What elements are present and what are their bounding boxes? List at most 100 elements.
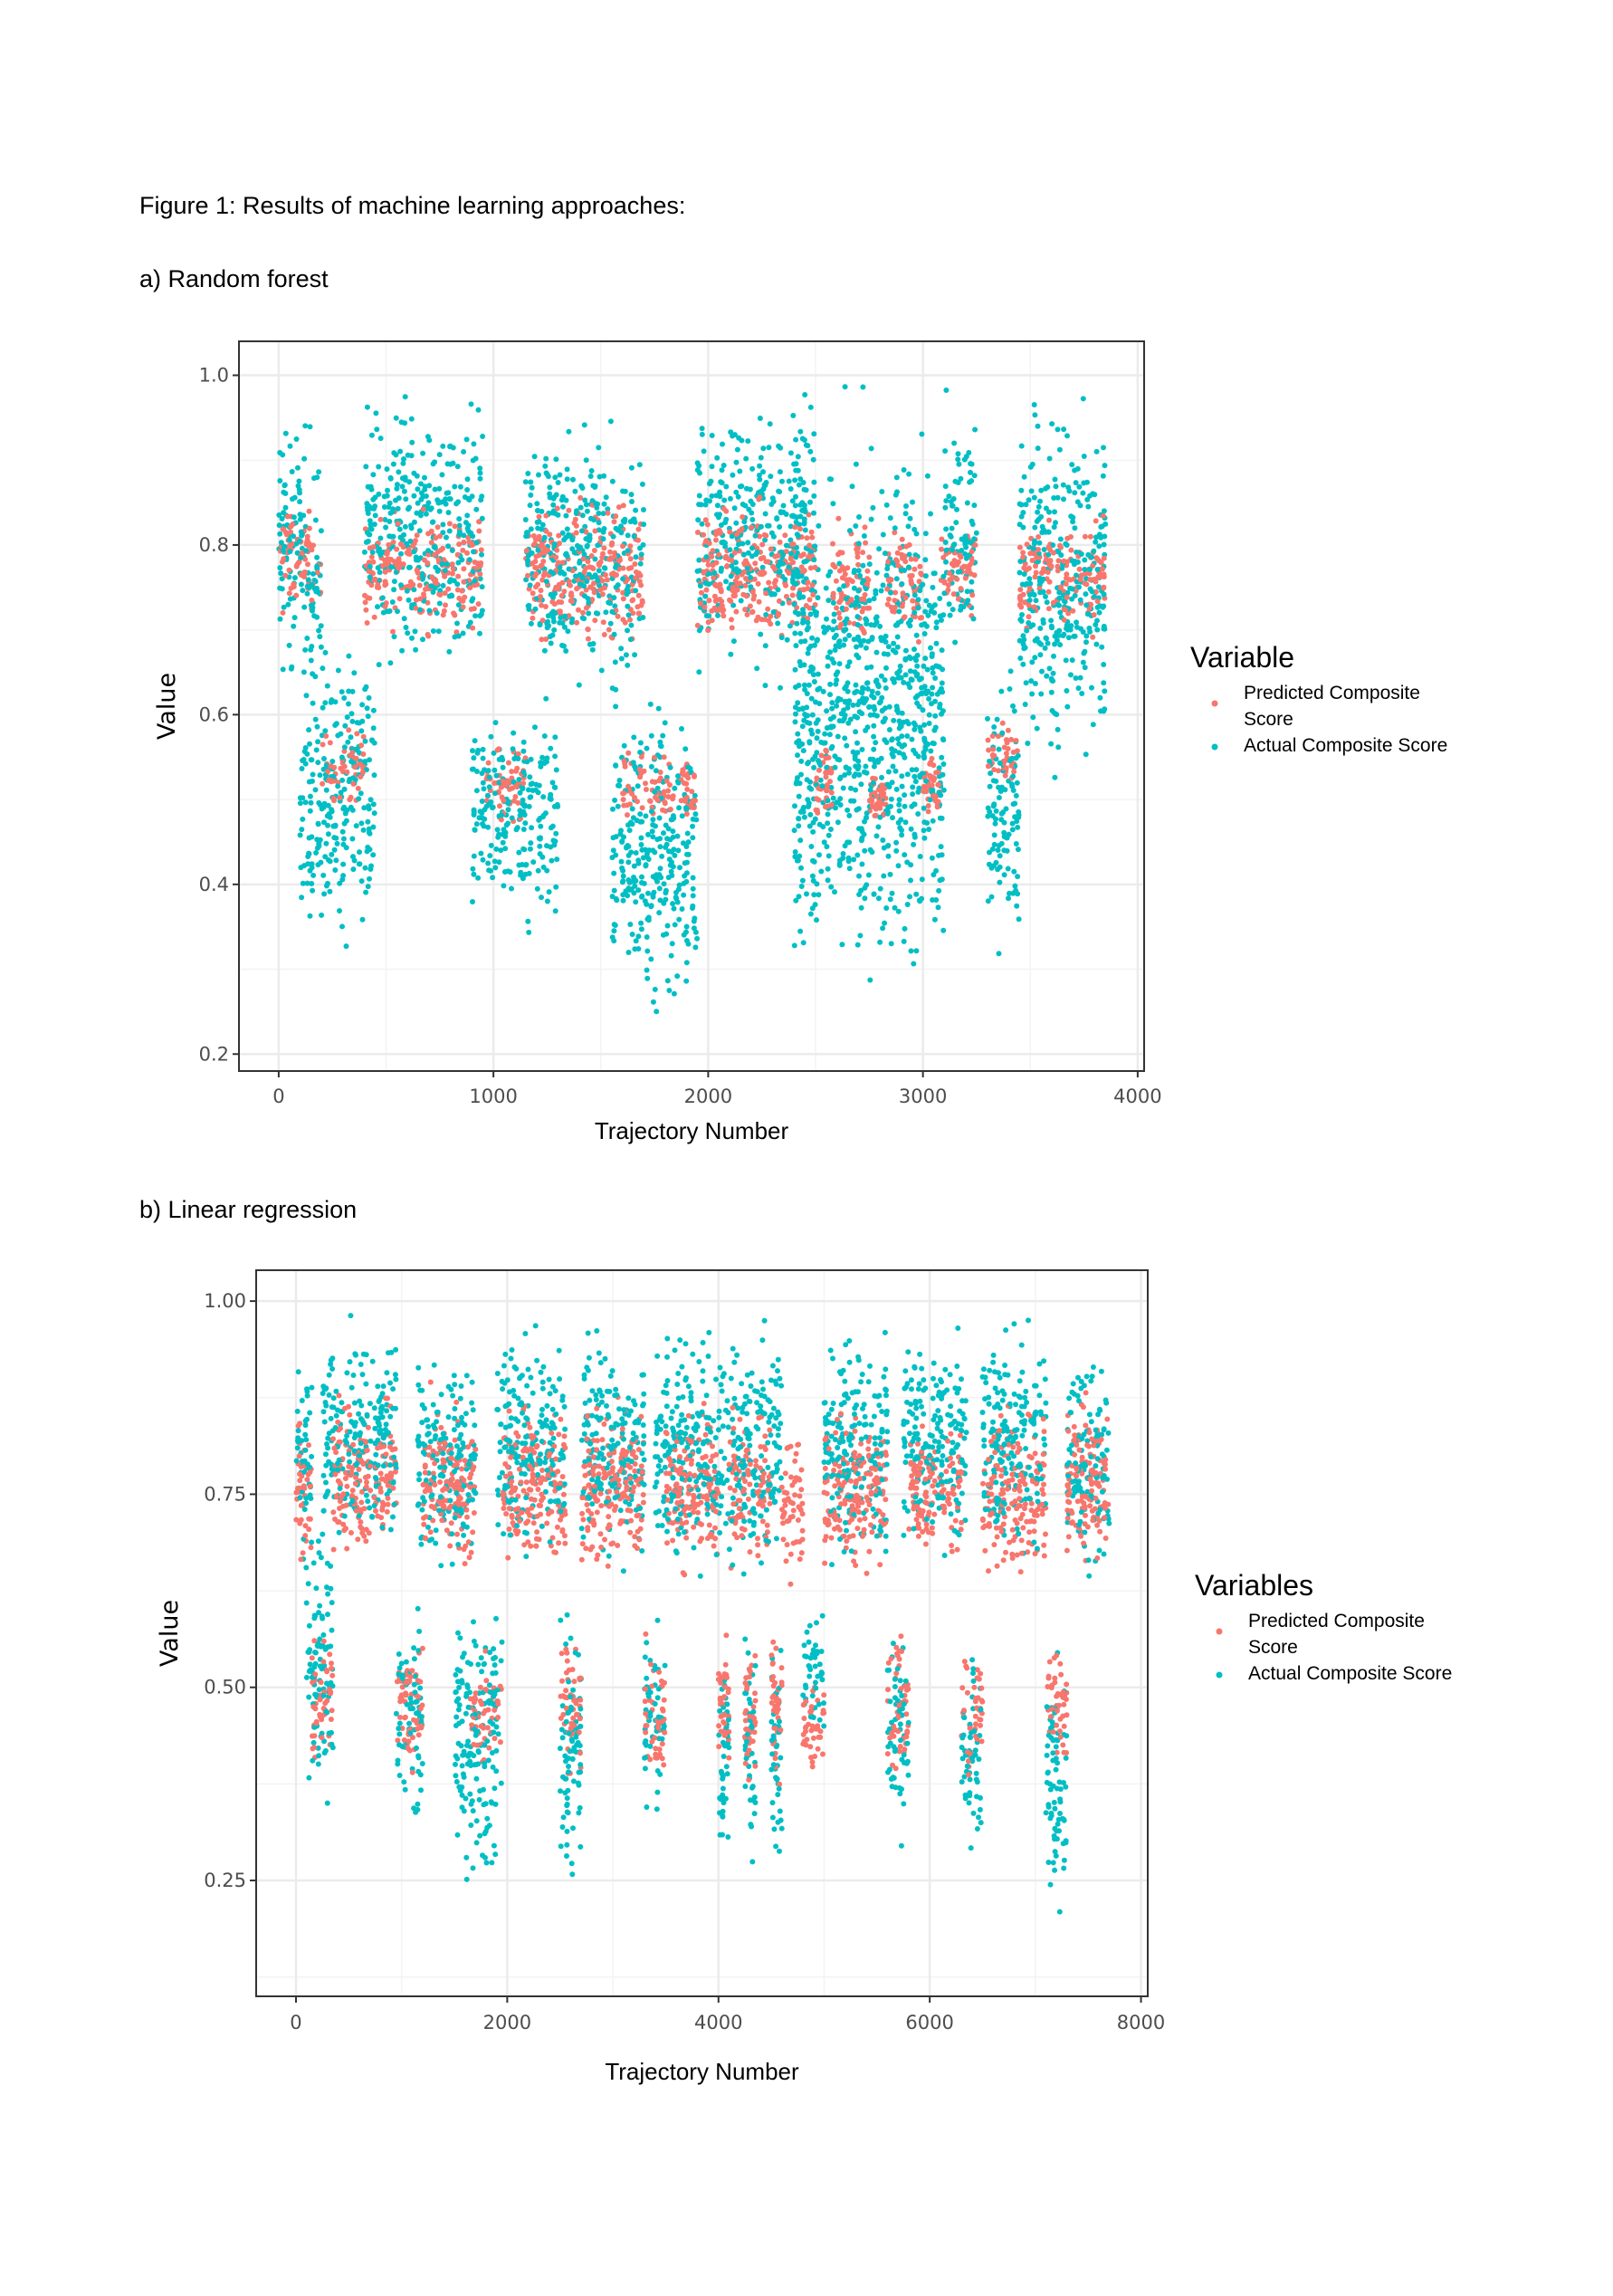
actual-point — [939, 815, 945, 821]
predicted-point — [375, 581, 381, 588]
actual-point — [592, 556, 598, 562]
actual-point — [435, 628, 442, 635]
actual-point — [1014, 814, 1020, 820]
predicted-point — [940, 554, 947, 560]
actual-point — [684, 830, 691, 837]
actual-point — [322, 854, 329, 860]
actual-point — [690, 903, 696, 909]
actual-point — [882, 550, 888, 557]
actual-point — [905, 721, 911, 727]
actual-point — [779, 478, 785, 484]
actual-point — [801, 486, 807, 493]
actual-point — [1061, 631, 1067, 637]
actual-point — [650, 874, 656, 880]
predicted-point — [530, 533, 537, 539]
actual-point — [915, 811, 921, 817]
actual-point — [846, 659, 853, 665]
actual-point — [552, 474, 558, 481]
predicted-point — [1046, 517, 1052, 523]
actual-point — [795, 700, 801, 706]
predicted-point — [422, 557, 428, 563]
actual-point — [895, 908, 902, 914]
actual-point — [1064, 703, 1071, 710]
predicted-point — [348, 752, 354, 759]
actual-point — [635, 946, 642, 952]
predicted-point — [327, 740, 333, 746]
actual-point — [552, 734, 558, 741]
actual-point — [520, 797, 526, 803]
actual-point — [816, 758, 821, 764]
actual-point — [961, 456, 968, 463]
actual-point — [825, 811, 831, 818]
actual-point — [310, 771, 316, 778]
actual-point — [968, 469, 973, 475]
predicted-point — [515, 799, 521, 806]
actual-point — [998, 840, 1005, 847]
predicted-point — [860, 550, 866, 556]
panel-a-label: a) Random forest — [139, 265, 329, 292]
actual-point — [942, 483, 949, 490]
predicted-point — [580, 609, 586, 616]
predicted-point — [643, 780, 648, 787]
actual-point — [912, 655, 919, 661]
actual-point — [758, 631, 764, 637]
predicted-point — [414, 532, 420, 539]
predicted-point — [370, 544, 377, 550]
predicted-point — [702, 517, 709, 523]
actual-point — [796, 816, 802, 822]
actual-point — [780, 502, 787, 509]
actual-point — [631, 863, 637, 869]
actual-point — [310, 872, 317, 878]
actual-point — [315, 821, 321, 828]
actual-point — [318, 528, 324, 534]
predicted-point — [703, 587, 710, 593]
predicted-point — [694, 622, 701, 628]
actual-point — [733, 566, 740, 572]
actual-point — [1093, 539, 1099, 545]
actual-point — [387, 607, 393, 614]
actual-point — [867, 977, 873, 983]
predicted-point — [452, 523, 458, 530]
actual-point — [940, 761, 947, 767]
actual-point — [307, 793, 313, 799]
predicted-point — [320, 780, 326, 787]
actual-point — [359, 702, 366, 708]
actual-point — [653, 823, 658, 829]
predicted-point — [965, 569, 971, 575]
actual-point — [696, 502, 702, 508]
predicted-point — [729, 617, 734, 623]
actual-point — [825, 820, 831, 827]
actual-point — [278, 570, 284, 577]
actual-point — [833, 632, 839, 638]
actual-point — [910, 499, 915, 505]
actual-point — [1031, 402, 1037, 407]
actual-point — [682, 873, 688, 879]
predicted-point — [1098, 573, 1104, 579]
predicted-point — [346, 727, 352, 733]
predicted-point — [368, 554, 375, 560]
actual-point — [1064, 433, 1070, 439]
actual-point — [371, 772, 377, 779]
actual-point — [685, 941, 692, 947]
predicted-point — [792, 524, 798, 531]
predicted-point — [320, 741, 326, 748]
actual-point — [587, 515, 594, 521]
actual-point — [894, 644, 901, 650]
actual-point — [1042, 645, 1048, 651]
actual-point — [645, 831, 651, 837]
x-tick-label: 4000 — [1113, 1086, 1161, 1107]
predicted-point — [417, 596, 424, 602]
actual-point — [854, 702, 861, 708]
predicted-point — [908, 580, 914, 587]
actual-point — [881, 845, 887, 851]
actual-point — [856, 892, 863, 897]
actual-point — [762, 483, 768, 488]
actual-point — [531, 454, 538, 460]
actual-point — [306, 779, 312, 785]
actual-point — [1034, 725, 1040, 732]
actual-point — [674, 973, 681, 980]
predicted-point — [1026, 614, 1032, 620]
actual-point — [563, 648, 569, 654]
actual-point — [568, 619, 575, 626]
actual-point — [669, 941, 675, 947]
